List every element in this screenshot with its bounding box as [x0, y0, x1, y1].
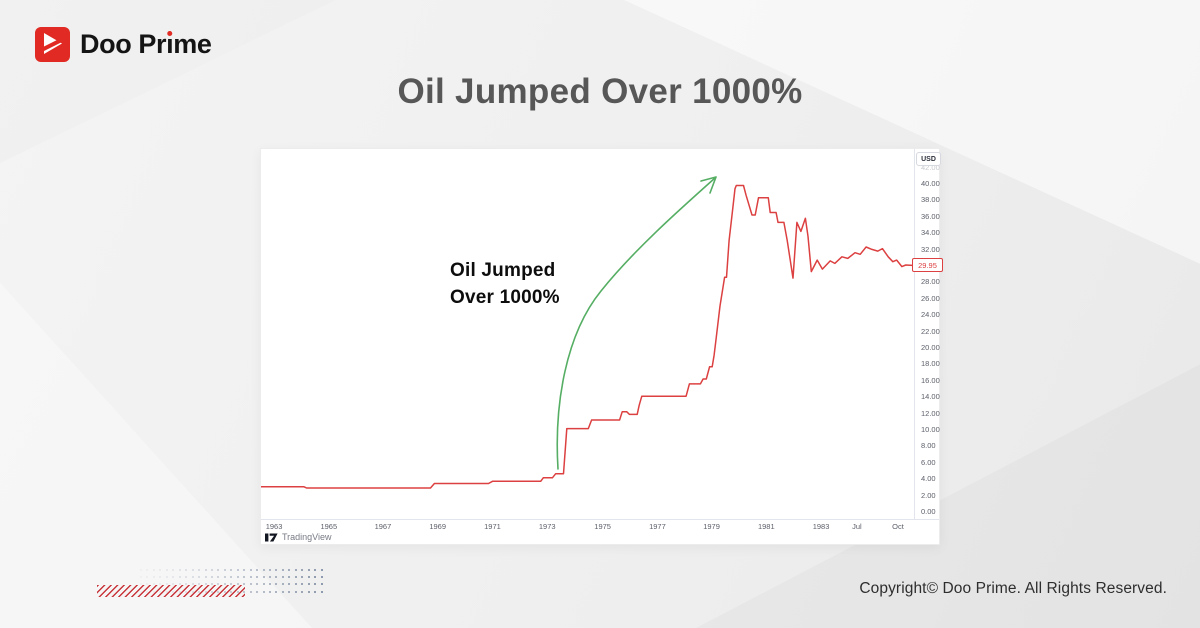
hatched-bar-decoration	[97, 585, 245, 597]
y-axis-tick: 24.00	[921, 310, 940, 320]
x-axis-tick: 1971	[484, 522, 501, 531]
y-axis-tick: 6.00	[921, 457, 936, 467]
x-axis-tick: 1981	[757, 522, 775, 531]
x-axis-tick: 1973	[538, 522, 556, 531]
x-axis-tick: 1983	[812, 522, 830, 531]
y-axis-tick: 22.00	[921, 326, 940, 336]
y-axis-tick-faint: 42.00	[921, 163, 940, 172]
tradingview-attribution[interactable]: TradingView	[265, 532, 332, 542]
x-axis-tick: 1969	[429, 522, 447, 531]
y-axis-tick: 26.00	[921, 293, 940, 303]
last-price-badge: 29.95	[912, 258, 943, 273]
y-axis-tick: 34.00	[921, 228, 940, 238]
chart-panel: Oil Jumped Over 1000% 1963 1965 1967 1969 19…	[260, 148, 943, 545]
x-axis-tick: 1965	[320, 522, 338, 531]
annotation-line-1: Oil Jumped	[450, 260, 556, 281]
y-axis-tick: 40.00	[921, 179, 940, 188]
y-axis-tick: 14.00	[921, 392, 940, 402]
page-title: Oil Jumped Over 1000%	[397, 72, 803, 111]
tradingview-label: TradingView	[282, 532, 332, 542]
y-axis-tick: 36.00	[921, 211, 940, 221]
y-axis-tick: 4.00	[921, 474, 936, 484]
y-axis-tick: 0.00	[921, 507, 936, 516]
copyright-text: Copyright© Doo Prime. All Rights Reserve…	[859, 580, 1167, 597]
chart-annotation: Oil Jumped Over 1000%	[450, 257, 560, 311]
y-axis-tick: 18.00	[921, 359, 940, 369]
tradingview-logo-icon	[265, 533, 278, 541]
x-axis-tick: 1979	[703, 522, 720, 531]
x-axis-tick: 1967	[374, 522, 392, 531]
price-chart	[261, 176, 913, 489]
time-axis[interactable]: 1963 1965 1967 1969 1971 1973 1975 1977 1979 1981…	[261, 522, 914, 534]
y-axis-tick: 20.00	[921, 343, 940, 352]
annotation-arrowhead-icon	[700, 176, 717, 194]
time-axis-line	[261, 519, 939, 520]
x-axis-tick: 1977	[649, 522, 666, 531]
y-axis-tick: 38.00	[921, 195, 940, 205]
y-axis-tick: 8.00	[921, 441, 936, 451]
y-axis-tick: 32.00	[921, 244, 940, 254]
chart-line	[261, 184, 913, 489]
brand-name: Doo Prı me	[80, 29, 212, 59]
price-axis[interactable]: 42.0040.0038.0036.0034.0032.0030.0028.00…	[914, 149, 940, 519]
brand-i-dot	[166, 30, 173, 36]
y-axis-tick: 16.00	[921, 375, 940, 385]
doo-prime-logo-icon	[35, 27, 70, 62]
x-axis-tick: Oct	[892, 522, 904, 531]
y-axis-tick: 12.00	[921, 408, 940, 418]
currency-toggle-button[interactable]: USD	[916, 152, 941, 166]
x-axis-tick: Jul	[852, 522, 862, 531]
y-axis-tick: 28.00	[921, 277, 940, 287]
y-axis-tick: 10.00	[921, 425, 940, 434]
annotation-line-2: Over 1000%	[450, 287, 560, 308]
brand-header: Doo Prı me	[35, 27, 212, 62]
x-axis-tick: 1963	[265, 522, 283, 531]
y-axis-tick: 2.00	[921, 490, 936, 500]
annotation-arrow-icon	[556, 177, 716, 470]
x-axis-tick: 1975	[594, 522, 611, 531]
